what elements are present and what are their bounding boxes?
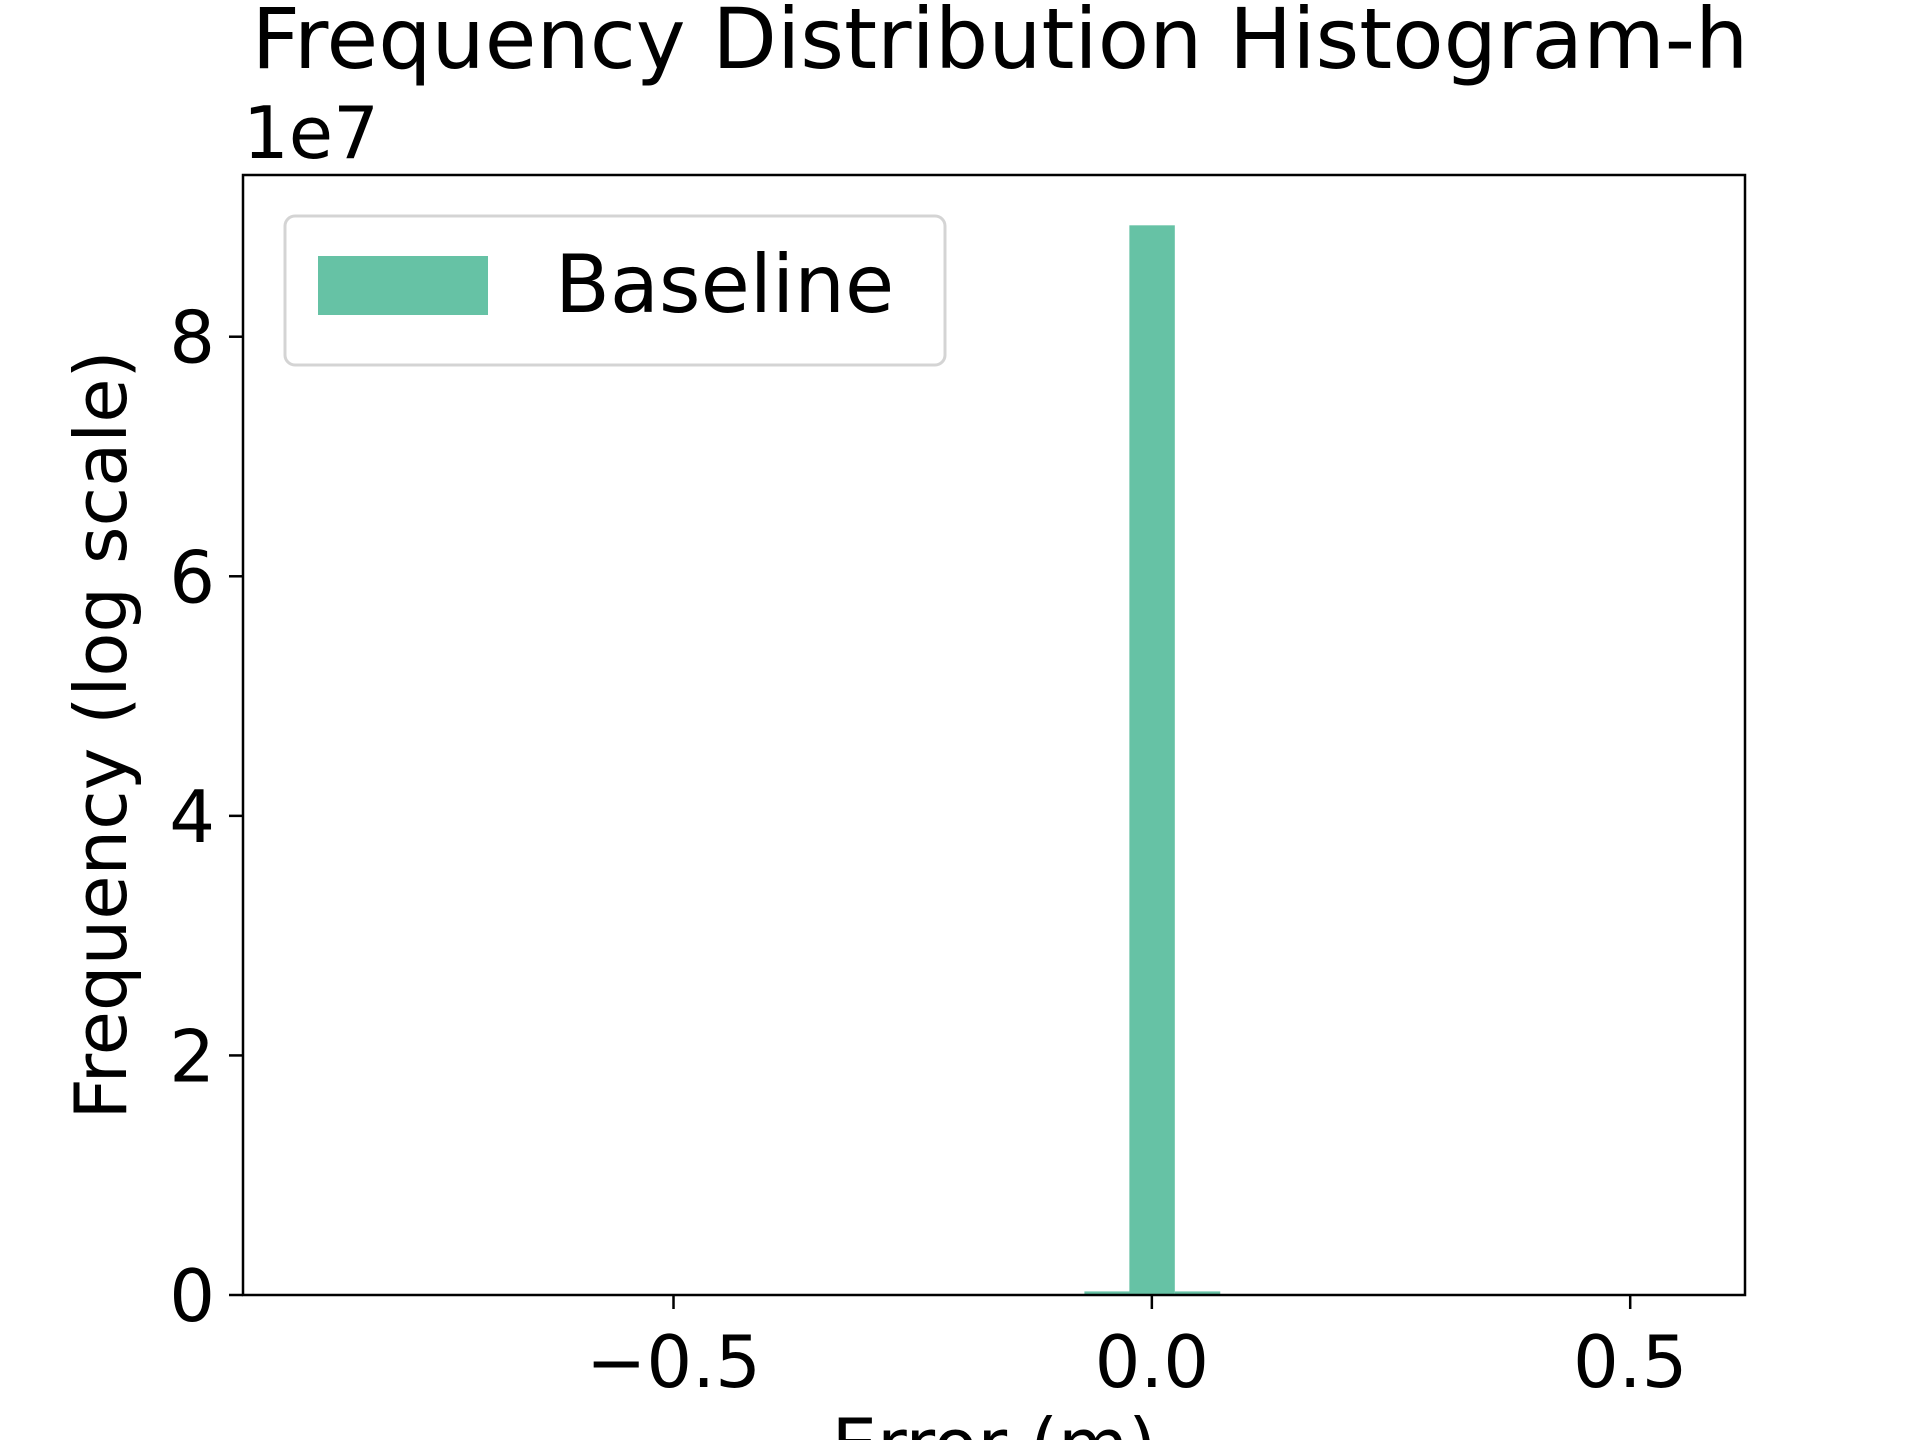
legend-box <box>283 214 947 367</box>
y-tick-label: 4 <box>169 775 215 859</box>
y-tick-label: 2 <box>169 1014 215 1098</box>
y-tick-label: 6 <box>169 535 215 619</box>
y-axis-label: Frequency (log scale) <box>59 350 143 1119</box>
x-tick-label: 0.5 <box>1573 1320 1688 1404</box>
y-tick-label: 0 <box>169 1254 215 1338</box>
histogram-bar <box>1129 225 1175 1295</box>
legend-label-baseline: Baseline <box>555 238 894 331</box>
x-tick-label: −0.5 <box>586 1320 761 1404</box>
y-tick-label: 8 <box>169 296 215 380</box>
histogram-bar <box>1174 1291 1221 1295</box>
x-axis-label: Error (m) <box>832 1403 1157 1440</box>
x-tick-label: 0.0 <box>1095 1320 1210 1404</box>
histogram-bar <box>1084 1291 1130 1295</box>
chart-title: Frequency Distribution Histogram-h <box>252 0 1749 88</box>
legend-swatch-baseline <box>318 256 488 315</box>
plot-frame <box>241 173 1747 1297</box>
ticks-group: −0.5 0.0 0.5 0 2 4 6 8 <box>169 296 1687 1404</box>
legend: Baseline <box>283 214 947 367</box>
bars-group <box>1084 225 1221 1295</box>
y-axis-offset-text: 1e7 <box>243 91 379 175</box>
